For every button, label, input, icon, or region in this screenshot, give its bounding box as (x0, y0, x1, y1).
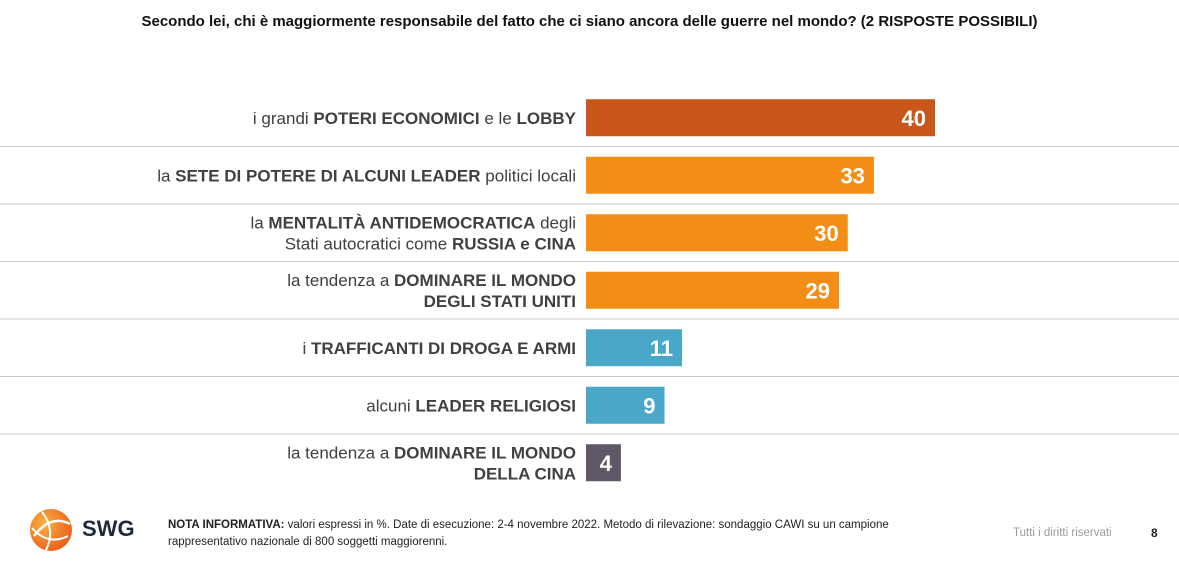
chart-title: Secondo lei, chi è maggiormente responsa… (141, 13, 1038, 30)
bar (586, 156, 874, 194)
footnote: NOTA INFORMATIVA: valori espressi in %. … (168, 517, 958, 551)
logo-text: SWG (82, 516, 135, 541)
footnote-label: NOTA INFORMATIVA: (168, 519, 285, 531)
bar (586, 214, 848, 252)
category-label: la tendenza a DOMINARE IL MONDO (287, 271, 576, 290)
bar (586, 386, 665, 424)
category-label: la MENTALITÀ ANTIDEMOCRATICA degli (250, 213, 576, 232)
bar-value-label: 9 (643, 393, 655, 418)
bar-value-label: 30 (814, 221, 838, 246)
footnote-text: valori espressi in %. Date di esecuzione… (168, 519, 889, 548)
bar-value-label: 40 (902, 106, 926, 131)
category-label: i grandi POTERI ECONOMICI e le LOBBY (253, 109, 577, 128)
bar (586, 329, 682, 367)
category-label: i TRAFFICANTI DI DROGA E ARMI (302, 339, 576, 358)
category-label: alcuni LEADER RELIGIOSI (366, 396, 576, 415)
swg-logo-icon (30, 509, 72, 551)
bar (586, 271, 840, 309)
category-label: Stati autocratici come RUSSIA e CINA (285, 234, 576, 253)
bar-chart: 40 i grandi POTERI ECONOMICI e le LOBBY 33… (0, 99, 1179, 483)
bar (586, 444, 621, 482)
category-label: DEGLI STATI UNITI (424, 292, 576, 311)
bar-value-label: 33 (840, 163, 864, 188)
category-label: DELLA CINA (474, 464, 576, 483)
category-label: la tendenza a DOMINARE IL MONDO (287, 443, 576, 462)
bar-value-label: 11 (650, 336, 673, 361)
category-label: la SETE DI POTERE DI ALCUNI LEADER polit… (157, 166, 576, 185)
page-number: 8 (1151, 526, 1158, 540)
copyright-text: Tutti i diritti riservati (1013, 527, 1112, 539)
bar (586, 99, 935, 137)
bar-value-label: 29 (806, 278, 830, 303)
bar-value-label: 4 (600, 451, 613, 476)
